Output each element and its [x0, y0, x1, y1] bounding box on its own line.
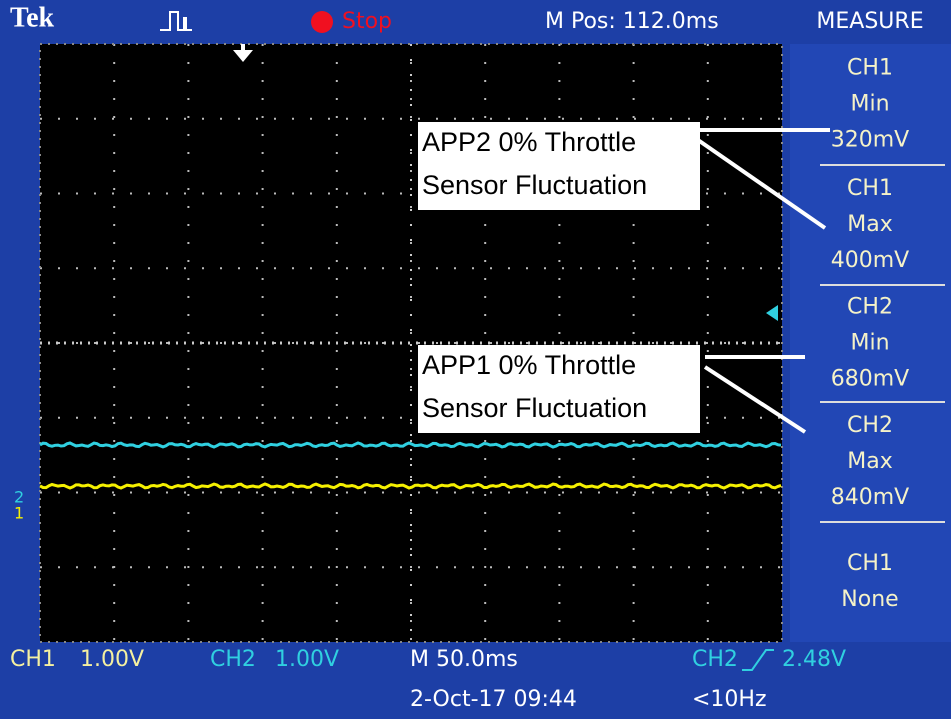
menu-title: MEASURE	[816, 9, 923, 34]
annotation-text: Sensor Fluctuation	[422, 170, 647, 200]
annotation-text: APP2 0% Throttle	[422, 127, 636, 157]
measure-type: None	[841, 587, 898, 612]
trigger-source: CH2	[692, 647, 738, 672]
measure-type: Min	[850, 92, 889, 117]
position: M Pos: 112.0ms	[545, 9, 719, 34]
ch1-scale: 1.00V	[80, 647, 144, 672]
measure-type: Min	[850, 331, 889, 356]
measure-value: 840mV	[831, 485, 909, 510]
measure-channel: CH2	[847, 295, 893, 320]
status: Stop	[342, 9, 392, 34]
measure-type: Max	[847, 449, 892, 474]
measure-value: 320mV	[831, 128, 909, 153]
annotation-text: Sensor Fluctuation	[422, 393, 647, 423]
brand: Tek	[10, 2, 55, 33]
measure-value: 400mV	[831, 248, 909, 273]
measure-type: Max	[847, 212, 892, 237]
frequency: <10Hz	[692, 687, 767, 712]
stop-icon	[311, 11, 333, 33]
oscilloscope-screen: Tek Stop M Pos: 112.0ms MEASURE CH1 Min 32…	[0, 0, 951, 719]
measure-channel: CH1	[847, 56, 893, 81]
channel-marker: 1	[14, 504, 24, 523]
annotation-text: APP1 0% Throttle	[422, 350, 636, 380]
measure-value: 680mV	[831, 367, 909, 392]
trigger-level: 2.48V	[782, 647, 846, 672]
date: 2-Oct-17 09:44	[410, 687, 577, 712]
measure-channel: CH2	[847, 413, 893, 438]
ch2-label: CH2	[210, 647, 256, 672]
measure-channel: CH1	[847, 551, 893, 576]
ch2-scale: 1.00V	[275, 647, 339, 672]
measure-channel: CH1	[847, 176, 893, 201]
timebase: M 50.0ms	[410, 647, 518, 672]
ch1-label: CH1	[10, 647, 56, 672]
